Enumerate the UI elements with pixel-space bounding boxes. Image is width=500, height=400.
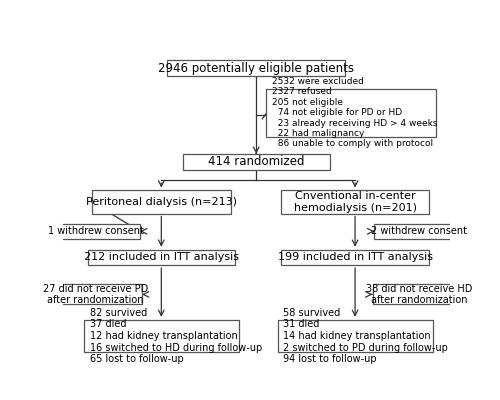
Text: Peritoneal dialysis (n=213): Peritoneal dialysis (n=213) [86,197,237,207]
Text: 2946 potentially eligible patients: 2946 potentially eligible patients [158,62,354,74]
Text: 58 survived
31 died
14 had kidney transplantation
2 switched to PD during follow: 58 survived 31 died 14 had kidney transp… [284,308,448,364]
FancyBboxPatch shape [278,320,432,352]
FancyBboxPatch shape [84,320,239,352]
FancyBboxPatch shape [282,190,428,214]
FancyBboxPatch shape [88,250,235,265]
FancyBboxPatch shape [92,190,231,214]
FancyBboxPatch shape [49,284,142,304]
Text: 199 included in ITT analysis: 199 included in ITT analysis [278,252,432,262]
Text: 414 randomized: 414 randomized [208,156,304,168]
Text: 27 did not receive PD
after randomization: 27 did not receive PD after randomizatio… [43,284,148,305]
Text: Cnventional in-center
hemodialysis (n=201): Cnventional in-center hemodialysis (n=20… [294,191,416,213]
Text: 1 withdrew consent: 1 withdrew consent [48,226,144,236]
Text: 82 survived
37 died
12 had kidney transplantation
16 switched to HD during follo: 82 survived 37 died 12 had kidney transp… [90,308,262,364]
FancyBboxPatch shape [266,89,436,136]
FancyBboxPatch shape [374,224,464,239]
FancyBboxPatch shape [182,154,330,170]
FancyBboxPatch shape [282,250,428,265]
Text: 2 withdrew consent: 2 withdrew consent [371,226,467,236]
FancyBboxPatch shape [51,224,140,239]
Text: 2532 were excluded
2327 refused
205 not eligible
  74 not eligible for PD or HD
: 2532 were excluded 2327 refused 205 not … [272,77,437,148]
Text: 38 did not receive HD
after randomization: 38 did not receive HD after randomizatio… [366,284,472,305]
Text: 212 included in ITT analysis: 212 included in ITT analysis [84,252,239,262]
FancyBboxPatch shape [372,284,466,304]
FancyBboxPatch shape [167,60,346,76]
